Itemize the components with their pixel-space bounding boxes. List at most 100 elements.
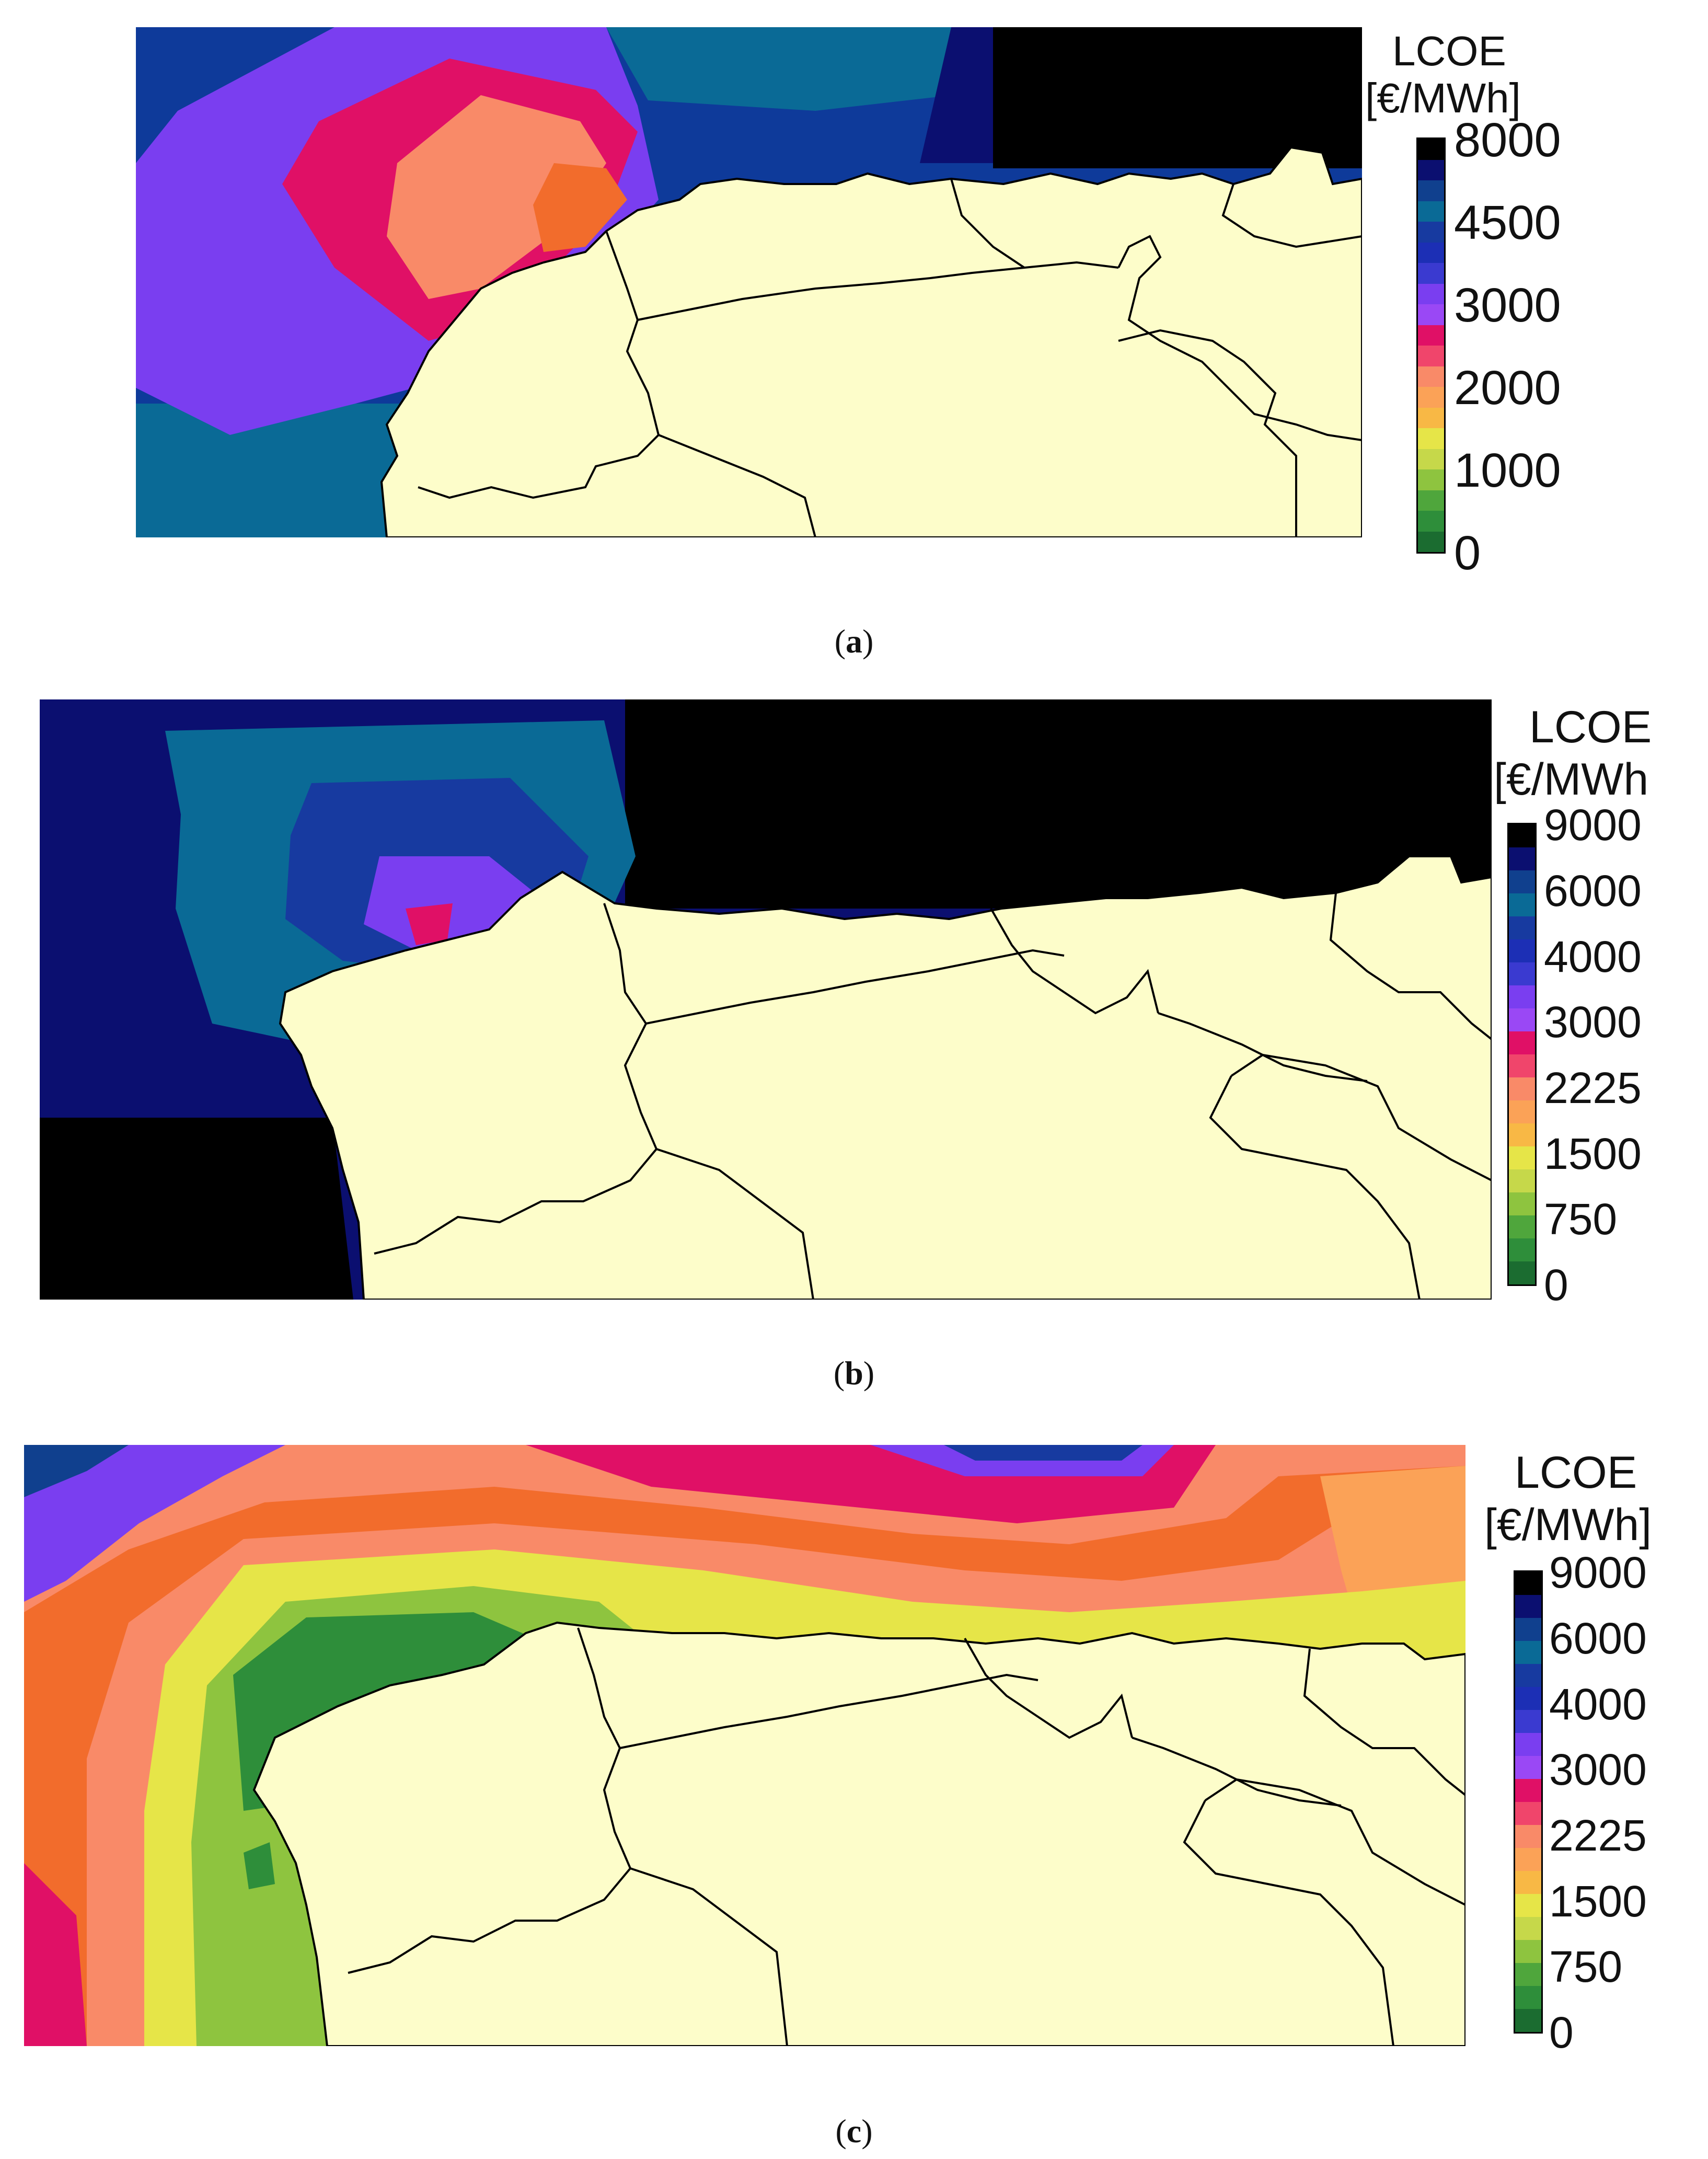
- legend-color-swatch: [1515, 1917, 1541, 1940]
- legend-color-swatch: [1418, 222, 1444, 243]
- caption-panel-b: (b): [833, 1354, 875, 1392]
- region-border: [1303, 1648, 1465, 1796]
- legend-color-swatch: [1515, 1779, 1541, 1802]
- legend-color-swatch: [1418, 201, 1444, 222]
- legend-color-swatch: [1509, 1238, 1535, 1261]
- region-border: [1183, 1800, 1394, 2046]
- legend-color-swatch: [1515, 1848, 1541, 1871]
- legend-color-swatch: [1515, 1894, 1541, 1917]
- legend-color-swatch: [1515, 1871, 1541, 1894]
- legend-color-swatch: [1509, 1077, 1535, 1100]
- legend-color-swatch: [1418, 304, 1444, 325]
- legend-color-swatch: [1515, 1687, 1541, 1710]
- legend-color-swatch: [1515, 1618, 1541, 1641]
- legend-title-line1: LCOE: [1515, 1448, 1637, 1498]
- sea-zone-southwest-black: [40, 1118, 353, 1300]
- sea-zone-northeast-black: [993, 27, 1362, 168]
- region-border: [348, 1627, 632, 1974]
- legend-tick-label: 9000: [1549, 1548, 1647, 1598]
- legend-color-swatch: [1509, 1100, 1535, 1123]
- region-border: [964, 1638, 1133, 1739]
- legend-color-swatch: [1509, 1192, 1535, 1215]
- legend-color-swatch: [1418, 387, 1444, 408]
- legend-color-swatch: [1515, 1940, 1541, 1963]
- legend-color-swatch: [1515, 1986, 1541, 2009]
- legend-color-swatch: [1418, 469, 1444, 490]
- legend-color-swatch: [1509, 985, 1535, 1008]
- legend-tick-label: 4000: [1549, 1679, 1647, 1729]
- legend-tick-label: 0: [1544, 1260, 1568, 1310]
- sea-zone-blue-northwest: [24, 1445, 129, 1497]
- legend-color-swatch: [1418, 428, 1444, 449]
- legend-title-line1: LCOE: [1529, 702, 1652, 752]
- legend-color-swatch: [1509, 1031, 1535, 1054]
- legend-tick-label: 2225: [1549, 1811, 1647, 1861]
- legend-color-swatch: [1509, 1215, 1535, 1238]
- region-border: [1222, 382, 1362, 441]
- legend-color-bar: [1514, 1570, 1543, 2034]
- map-svg-b: [40, 699, 1492, 1300]
- sea-zone-northeast-navy: [920, 27, 998, 163]
- legend-color-swatch: [1418, 449, 1444, 469]
- legend-title-line2: [€/MWh: [1494, 754, 1649, 805]
- legend-tick-label: 0: [1454, 526, 1481, 580]
- sea-zone-purple-northwest: [24, 1445, 285, 1602]
- legend-color-swatch: [1418, 159, 1444, 180]
- legend-color-swatch: [1418, 511, 1444, 532]
- map-panel-a: [136, 27, 1362, 537]
- sea-zone-magenta: [406, 903, 453, 945]
- panel-a: LCOE [€/MWh] 8000 4500 3000 2000 1000 0 (a): [0, 0, 1708, 660]
- legend-tick-label: 750: [1549, 1942, 1623, 1992]
- region-border: [950, 178, 1025, 269]
- legend-tick-label: 1500: [1549, 1876, 1647, 1926]
- land-area: [380, 146, 1362, 537]
- legend-color-swatch: [1509, 962, 1535, 985]
- legend-tick-label: 9000: [1544, 800, 1642, 850]
- legend-color-swatch: [1515, 1572, 1541, 1595]
- region-border: [1329, 892, 1492, 1040]
- legend-color-bar: [1416, 137, 1446, 554]
- legend-tick-label: 4000: [1544, 932, 1642, 981]
- sea-zone-dark-green-spot: [244, 1842, 275, 1889]
- legend-color-swatch: [1515, 1664, 1541, 1687]
- legend-tick-label: 3000: [1544, 997, 1642, 1047]
- region-border: [1209, 1075, 1421, 1300]
- sea-zone-dark-orange: [533, 163, 627, 252]
- sea-zone-orange: [387, 95, 606, 299]
- legend-color-swatch: [1418, 407, 1444, 428]
- legend-panel-a: LCOE [€/MWh] 8000 4500 3000 2000 1000 0: [1365, 28, 1585, 577]
- legend-color-swatch: [1509, 1261, 1535, 1284]
- legend-color-swatch: [1515, 1710, 1541, 1733]
- sea-zone-north-teal: [606, 27, 998, 111]
- map-panel-b: [40, 699, 1492, 1300]
- region-border: [645, 949, 1065, 1025]
- caption-letter: c: [846, 2112, 862, 2150]
- legend-tick-label: 4500: [1454, 196, 1561, 249]
- legend-color-swatch: [1509, 1146, 1535, 1169]
- legend-color-swatch: [1418, 366, 1444, 387]
- legend-color-swatch: [1515, 1825, 1541, 1848]
- legend-color-swatch: [1418, 263, 1444, 284]
- legend-color-swatch: [1418, 180, 1444, 201]
- legend-tick-label: 1000: [1454, 443, 1561, 497]
- legend-title-line2: [€/MWh]: [1365, 75, 1521, 121]
- caption-letter: b: [845, 1354, 863, 1392]
- legend-color-swatch: [1509, 1054, 1535, 1077]
- legend-color-swatch: [1509, 870, 1535, 893]
- legend-title-line1: LCOE: [1392, 28, 1506, 74]
- legend-color-swatch: [1515, 1802, 1541, 1825]
- region-border: [374, 903, 658, 1255]
- legend-title-line2: [€/MWh]: [1484, 1500, 1652, 1550]
- legend-tick-label: 3000: [1549, 1745, 1647, 1795]
- legend-color-swatch: [1509, 1123, 1535, 1146]
- panel-b: LCOE [€/MWh 9000 6000 4000 3000 2225 1500 750 0…: [0, 680, 1708, 1406]
- legend-color-swatch: [1515, 1595, 1541, 1618]
- land-area: [279, 855, 1492, 1300]
- legend-color-swatch: [1515, 1756, 1541, 1779]
- legend-panel-b: LCOE [€/MWh 9000 6000 4000 3000 2225 1500 750 0: [1494, 702, 1708, 1307]
- sea-zone-blue-north: [944, 1445, 1142, 1461]
- legend-tick-label: 0: [1549, 2008, 1574, 2058]
- region-border: [658, 434, 816, 537]
- legend-panel-c: LCOE [€/MWh] 9000 6000 4000 3000 2225 1500 750…: [1484, 1450, 1704, 2062]
- region-border: [630, 1867, 788, 2046]
